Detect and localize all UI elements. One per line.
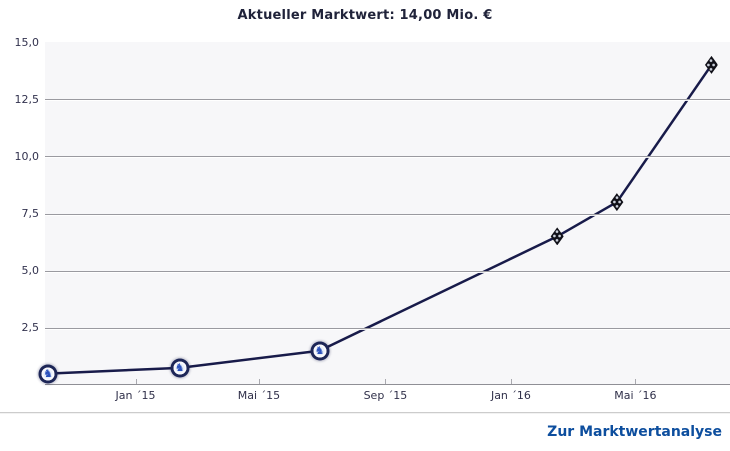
market-value-analysis-link[interactable]: Zur Marktwertanalyse <box>547 424 722 440</box>
y-axis-tick-label: 5,0 <box>21 264 40 278</box>
x-axis-tick <box>258 379 260 384</box>
x-axis-tick-label: Mai ´15 <box>237 389 281 402</box>
black-diamond-club-crest-marker[interactable] <box>550 227 564 246</box>
gridline <box>45 99 730 101</box>
black-diamond-club-crest-marker[interactable] <box>704 55 718 74</box>
gridline <box>45 213 730 215</box>
blue-round-club-crest-marker[interactable]: ♞ <box>41 366 55 381</box>
gridline <box>45 156 730 158</box>
chart-title: Aktueller Marktwert: 14,00 Mio. € <box>237 8 493 23</box>
gridline <box>45 270 730 272</box>
y-axis-tick-label: 2,5 <box>21 321 40 335</box>
lion-icon: ♞ <box>43 366 54 380</box>
divider <box>0 412 730 413</box>
gridline <box>45 327 730 329</box>
market-value-line-path <box>48 64 713 375</box>
x-axis: Jan ´15 Mai ´15 Sep ´15 Jan ´16 Mai ´16 <box>45 389 730 404</box>
y-axis-tick-label: 15,0 <box>14 35 40 49</box>
lion-icon: ♞ <box>314 343 325 357</box>
x-axis-tick <box>385 379 387 384</box>
x-axis-tick-label: Sep ´15 <box>363 389 408 402</box>
y-axis-tick-label: 10,0 <box>14 149 40 163</box>
y-axis-tick-label: 7,5 <box>21 207 40 220</box>
plot-area: ♞ ♞ ♞ <box>41 42 730 385</box>
black-diamond-club-crest-marker[interactable] <box>610 193 624 212</box>
market-value-line <box>48 64 713 375</box>
x-axis-tick <box>135 379 137 384</box>
blue-round-club-crest-marker[interactable]: ♞ <box>173 360 187 375</box>
lion-icon: ♞ <box>174 360 185 374</box>
x-axis-tick <box>635 379 637 384</box>
x-axis-tick <box>510 379 512 384</box>
y-axis-tick-label: 12,5 <box>14 92 40 106</box>
blue-round-club-crest-marker[interactable]: ♞ <box>313 343 327 358</box>
x-axis-tick-label: Jan ´16 <box>490 389 531 402</box>
x-axis-tick-label: Mai ´16 <box>614 389 657 402</box>
y-axis: 2,5 5,0 7,5 10,0 12,5 15,0 <box>0 36 40 385</box>
x-axis-tick-label: Jan ´15 <box>115 389 156 402</box>
